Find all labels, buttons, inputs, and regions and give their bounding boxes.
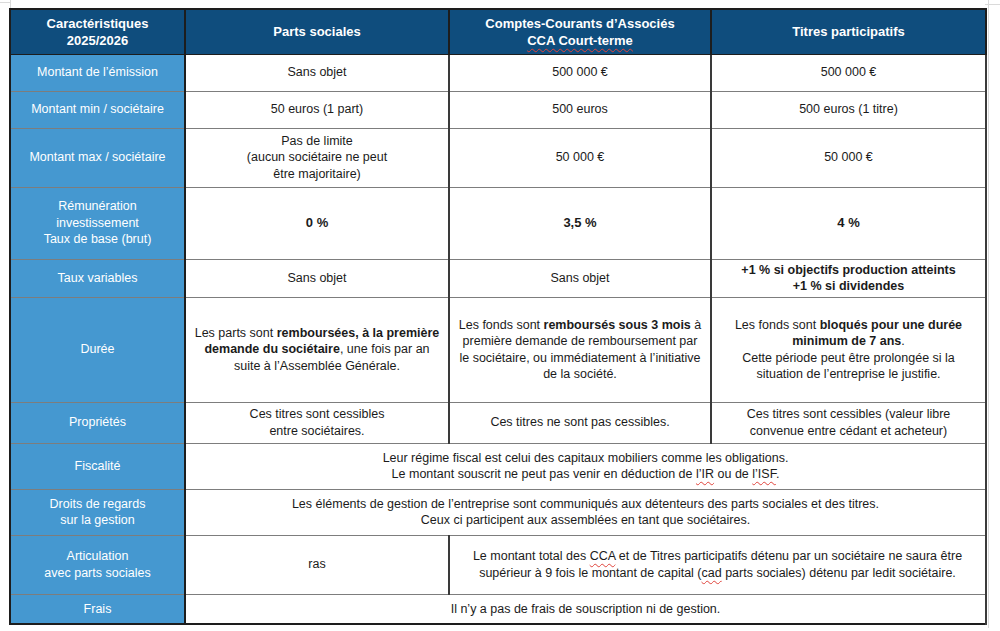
cell-min-titres: 500 euros (1 titre)	[711, 91, 986, 128]
header-titres-participatifs: Titres participatifs	[711, 9, 986, 54]
row-montant-emission: Montant de l’émission Sans objet 500 000…	[10, 54, 986, 91]
cell-fiscalite-merged: Leur régime fiscal est celui des capitau…	[185, 443, 986, 489]
row-montant-max: Montant max / sociétaire Pas de limite (…	[10, 128, 986, 187]
cell-remuneration-cca: 3,5 %	[449, 187, 711, 259]
row-montant-min: Montant min / sociétaire 50 euros (1 par…	[10, 91, 986, 128]
header-cca: Comptes-Courants d’Associés CCA Court-te…	[449, 9, 711, 54]
cell-emission-parts: Sans objet	[185, 54, 449, 91]
row-label-proprietes: Propriétés	[10, 402, 185, 443]
header-row: Caractéristiques 2025/2026 Parts sociale…	[10, 9, 986, 54]
cell-max-parts: Pas de limite (aucun sociétaire ne peut …	[185, 128, 449, 187]
header-cca-line2: CCA Court-terme	[457, 32, 703, 49]
row-articulation: Articulation avec parts sociales ras Le …	[10, 535, 986, 594]
cell-remuneration-titres: 4 %	[711, 187, 986, 259]
row-label-duree: Durée	[10, 297, 185, 402]
cell-min-cca: 500 euros	[449, 91, 711, 128]
row-remuneration: Rémunération investissement Taux de base…	[10, 187, 986, 259]
page-edge-artifact	[985, 4, 1000, 5]
header-characteristics-line1: Caractéristiques	[18, 15, 177, 32]
row-duree: Durée Les parts sont remboursées, à la p…	[10, 297, 986, 402]
spellcheck-underline: CCA	[590, 549, 616, 563]
cell-articulation-merged: Le montant total des CCA et de Titres pa…	[449, 535, 986, 594]
cell-droits-merged: Les éléments de gestion de l’entreprise …	[185, 489, 986, 535]
spellcheck-underline: cad	[702, 566, 722, 580]
cell-min-parts: 50 euros (1 part)	[185, 91, 449, 128]
row-droits-regards: Droits de regards sur la gestion Les élé…	[10, 489, 986, 535]
cell-taux-cca: Sans objet	[449, 259, 711, 297]
cell-frais-merged: Il n’y a pas de frais de souscription ni…	[185, 594, 986, 624]
row-label-remuneration: Rémunération investissement Taux de base…	[10, 187, 185, 259]
cell-proprietes-cca: Ces titres ne sont pas cessibles.	[449, 402, 711, 443]
row-label-montant-max: Montant max / sociétaire	[10, 128, 185, 187]
row-label-montant-emission: Montant de l’émission	[10, 54, 185, 91]
cell-taux-titres: +1 % si objectifs production atteints +1…	[711, 259, 986, 297]
cell-emission-titres: 500 000 €	[711, 54, 986, 91]
spellcheck-underline: l’ISF	[752, 467, 776, 481]
cell-articulation-parts: ras	[185, 535, 449, 594]
cell-max-cca: 50 000 €	[449, 128, 711, 187]
header-characteristics-line2: 2025/2026	[18, 32, 177, 49]
row-label-taux-variables: Taux variables	[10, 259, 185, 297]
cell-duree-titres: Les fonds sont bloqués pour une durée mi…	[711, 297, 986, 402]
row-label-droits-regards: Droits de regards sur la gestion	[10, 489, 185, 535]
cell-proprietes-titres: Ces titres sont cessibles (valeur libre …	[711, 402, 986, 443]
comparison-table: Caractéristiques 2025/2026 Parts sociale…	[9, 8, 987, 625]
header-characteristics: Caractéristiques 2025/2026	[10, 9, 185, 54]
cell-remuneration-parts: 0 %	[185, 187, 449, 259]
cell-taux-parts: Sans objet	[185, 259, 449, 297]
page-edge-artifact	[988, 0, 989, 628]
spellcheck-underline: l’IR	[696, 467, 714, 481]
cell-max-titres: 50 000 €	[711, 128, 986, 187]
cell-emission-cca: 500 000 €	[449, 54, 711, 91]
row-label-articulation: Articulation avec parts sociales	[10, 535, 185, 594]
row-fiscalite: Fiscalité Leur régime fiscal est celui d…	[10, 443, 986, 489]
row-proprietes: Propriétés Ces titres sont cessibles ent…	[10, 402, 986, 443]
row-label-montant-min: Montant min / sociétaire	[10, 91, 185, 128]
cell-duree-parts: Les parts sont remboursées, à la premièr…	[185, 297, 449, 402]
row-label-frais: Frais	[10, 594, 185, 624]
spellcheck-underline: CCA Court-terme	[527, 33, 633, 48]
header-parts-sociales: Parts sociales	[185, 9, 449, 54]
row-label-fiscalite: Fiscalité	[10, 443, 185, 489]
cell-duree-cca: Les fonds sont remboursés sous 3 mois à …	[449, 297, 711, 402]
page-edge-artifact	[0, 2, 11, 3]
row-taux-variables: Taux variables Sans objet Sans objet +1 …	[10, 259, 986, 297]
cell-proprietes-parts: Ces titres sont cessibles entre sociétai…	[185, 402, 449, 443]
header-cca-line1: Comptes-Courants d’Associés	[457, 15, 703, 32]
row-frais: Frais Il n’y a pas de frais de souscript…	[10, 594, 986, 624]
